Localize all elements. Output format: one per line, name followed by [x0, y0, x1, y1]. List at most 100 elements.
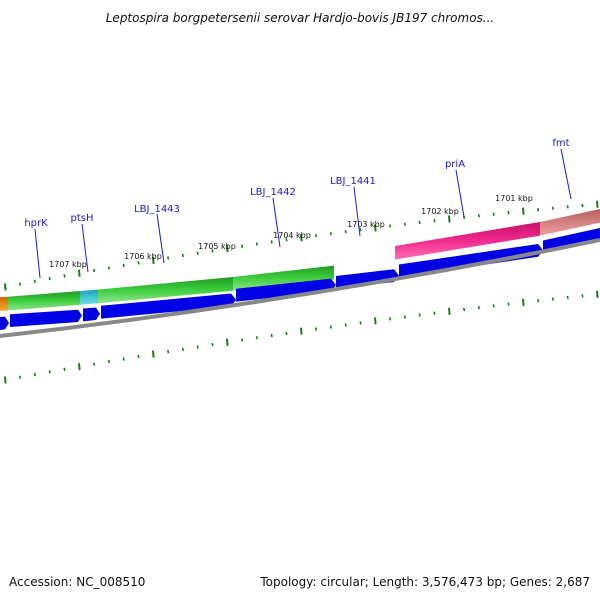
inner-tick — [211, 342, 214, 347]
cds-arrow[interactable] — [336, 269, 399, 289]
scale-labels: 1701 kbp 1702 kbp 1703 kbp 1704 kbp 1705… — [49, 194, 533, 269]
gene-label-hprk[interactable]: hprK — [24, 218, 48, 229]
gene-label-fmt[interactable]: fmt — [552, 138, 569, 149]
inner-tick — [196, 345, 199, 349]
inner-tick — [418, 313, 421, 317]
scale-label-1704: 1704 kbp — [273, 231, 311, 240]
scale-tick — [211, 249, 214, 253]
inner-tick — [344, 323, 347, 327]
scale-tick — [285, 238, 288, 242]
scale-tick — [48, 276, 51, 281]
scale-tick — [93, 268, 96, 273]
feature-cyan-ptsh[interactable] — [80, 289, 98, 305]
cds-arrow[interactable] — [399, 244, 543, 278]
scale-tick — [226, 244, 229, 253]
feature-salmon-fmt[interactable] — [540, 209, 600, 236]
gene-label-pria[interactable]: priA — [445, 159, 465, 170]
inner-tick — [566, 295, 569, 300]
scale-tick — [433, 219, 436, 223]
inner-tick — [374, 317, 377, 325]
leader-line-pria — [455, 169, 465, 218]
scale-label-1705: 1705 kbp — [198, 242, 236, 251]
feature-magenta-pria[interactable] — [395, 222, 540, 260]
inner-tick — [167, 350, 170, 354]
inner-tick — [78, 363, 81, 371]
scale-tick — [181, 253, 184, 258]
inner-tick-row — [4, 290, 599, 384]
gene-label-lbj1441[interactable]: LBJ_1441 — [330, 176, 376, 187]
inner-tick — [241, 338, 244, 342]
cds-arrow[interactable] — [236, 278, 336, 302]
leader-line-fmt — [560, 148, 572, 200]
inner-tick — [596, 290, 599, 298]
scale-tick — [418, 220, 421, 225]
scale-tick — [359, 228, 362, 232]
inner-tick — [389, 317, 392, 321]
inner-tick — [433, 311, 436, 315]
inner-tick — [359, 321, 362, 325]
scale-tick — [403, 222, 406, 226]
leader-line-lbj1443 — [156, 213, 165, 264]
scale-tick — [492, 212, 495, 216]
gene-label-lbj1443[interactable]: LBJ_1443 — [134, 204, 180, 215]
scale-tick — [344, 230, 347, 234]
inner-tick — [255, 336, 258, 340]
scale-tick — [4, 283, 7, 291]
gene-label-ptsh[interactable]: ptsH — [71, 213, 94, 224]
inner-tick — [107, 359, 110, 364]
genome-summary-text: Topology: circular; Length: 3,576,473 bp… — [259, 575, 590, 589]
feature-orange[interactable] — [0, 296, 8, 311]
inner-tick — [551, 297, 554, 301]
scale-label-1707: 1707 kbp — [49, 260, 87, 269]
scale-tick — [329, 231, 332, 236]
scale-tick — [374, 224, 377, 232]
inner-tick — [477, 305, 480, 310]
feature-green-lbj1442[interactable] — [233, 265, 334, 291]
scale-label-1702: 1702 kbp — [421, 207, 459, 216]
feature-green-hprk[interactable] — [8, 291, 80, 311]
scale-tick — [19, 282, 22, 286]
cds-arrow-track — [0, 228, 600, 330]
scale-tick — [507, 210, 510, 215]
gene-label-lbj1442[interactable]: LBJ_1442 — [250, 187, 296, 198]
scale-label-1706: 1706 kbp — [124, 252, 162, 261]
leader-line-ptsh — [81, 223, 89, 273]
scale-tick — [551, 206, 554, 210]
inner-tick — [581, 294, 584, 298]
scale-tick — [300, 234, 303, 242]
leader-line-hprk — [34, 228, 41, 279]
scale-tick — [107, 266, 110, 270]
scale-tick — [596, 200, 599, 208]
scale-tick — [122, 263, 125, 268]
scale-tick — [581, 203, 584, 208]
scale-tick — [315, 234, 318, 238]
inner-tick — [152, 350, 155, 358]
inner-tick — [448, 307, 451, 315]
scale-tick — [537, 208, 540, 212]
scale-label-1703: 1703 kbp — [347, 220, 385, 229]
feature-green-lbj1443[interactable] — [98, 277, 233, 304]
scale-tick — [270, 240, 273, 244]
scale-tick — [63, 274, 66, 278]
inner-tick — [463, 307, 466, 312]
inner-tick — [285, 331, 288, 336]
inner-tick — [507, 302, 510, 306]
cds-arrow[interactable] — [101, 293, 236, 319]
cds-arrow[interactable] — [0, 316, 9, 330]
scale-tick — [33, 279, 36, 284]
scale-tick — [78, 269, 81, 277]
cds-arrow[interactable] — [83, 307, 100, 322]
inner-tick — [63, 367, 66, 371]
backbone-line — [0, 238, 600, 338]
inner-tick — [93, 362, 96, 366]
inner-tick — [492, 304, 495, 308]
scale-label-1701: 1701 kbp — [495, 194, 533, 203]
scale-tick — [137, 261, 140, 265]
inner-tick — [270, 333, 273, 338]
scale-tick — [389, 224, 392, 228]
scale-tick — [152, 256, 155, 264]
cds-arrow[interactable] — [10, 309, 82, 327]
inner-tick — [137, 354, 140, 359]
inner-tick — [522, 298, 525, 307]
